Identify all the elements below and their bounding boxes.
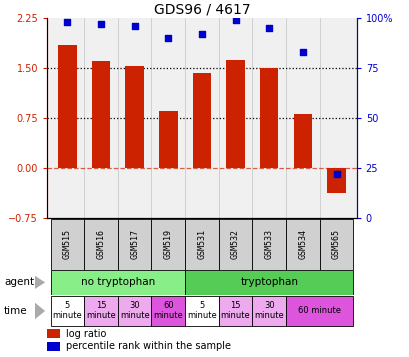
Text: GSM516: GSM516 <box>96 228 105 259</box>
Bar <box>184 296 218 326</box>
Bar <box>47 330 59 338</box>
Text: time: time <box>4 306 28 316</box>
Point <box>64 19 70 25</box>
Text: 15
minute: 15 minute <box>86 301 116 320</box>
Bar <box>285 296 353 326</box>
Bar <box>218 296 252 326</box>
Point <box>198 31 205 37</box>
Bar <box>184 219 218 270</box>
Bar <box>319 219 353 270</box>
Bar <box>50 270 184 295</box>
Bar <box>84 296 117 326</box>
Point <box>299 49 306 55</box>
Text: 60 minute: 60 minute <box>297 306 340 315</box>
Bar <box>218 219 252 270</box>
Polygon shape <box>35 303 45 319</box>
Text: GSM517: GSM517 <box>130 228 139 259</box>
Bar <box>58 45 76 168</box>
Bar <box>92 61 110 168</box>
Bar <box>285 219 319 270</box>
Bar <box>159 111 177 168</box>
Text: agent: agent <box>4 277 34 287</box>
Text: GSM531: GSM531 <box>197 228 206 259</box>
Text: GSM533: GSM533 <box>264 228 273 259</box>
Text: 30
minute: 30 minute <box>119 301 149 320</box>
Bar <box>252 296 285 326</box>
Bar <box>184 270 353 295</box>
Text: GSM515: GSM515 <box>63 228 72 259</box>
Bar <box>151 219 184 270</box>
Text: percentile rank within the sample: percentile rank within the sample <box>65 341 230 351</box>
Text: log ratio: log ratio <box>65 329 106 339</box>
Text: 60
minute: 60 minute <box>153 301 183 320</box>
Point <box>97 21 104 27</box>
Text: 30
minute: 30 minute <box>254 301 283 320</box>
Bar <box>226 60 244 168</box>
Bar <box>125 66 144 168</box>
Text: GSM519: GSM519 <box>163 228 172 259</box>
Point <box>232 17 238 23</box>
Text: GSM532: GSM532 <box>231 228 240 259</box>
Text: GSM534: GSM534 <box>298 228 307 259</box>
Bar <box>326 168 345 193</box>
Text: no tryptophan: no tryptophan <box>81 277 155 287</box>
Bar <box>50 296 84 326</box>
Bar <box>84 219 117 270</box>
Title: GDS96 / 4617: GDS96 / 4617 <box>153 3 249 17</box>
Point <box>333 171 339 177</box>
Text: 5
minute: 5 minute <box>187 301 216 320</box>
Text: 15
minute: 15 minute <box>220 301 250 320</box>
Bar <box>192 73 211 168</box>
Point <box>131 23 137 29</box>
Point <box>164 35 171 41</box>
Bar <box>117 219 151 270</box>
Bar <box>252 219 285 270</box>
Point <box>265 25 272 31</box>
Bar <box>117 296 151 326</box>
Bar <box>151 296 184 326</box>
Polygon shape <box>35 276 45 289</box>
Bar <box>293 115 311 168</box>
Bar <box>259 68 278 168</box>
Text: GSM565: GSM565 <box>331 228 340 259</box>
Text: 5
minute: 5 minute <box>52 301 82 320</box>
Bar <box>47 342 59 351</box>
Text: tryptophan: tryptophan <box>240 277 297 287</box>
Bar <box>50 219 84 270</box>
